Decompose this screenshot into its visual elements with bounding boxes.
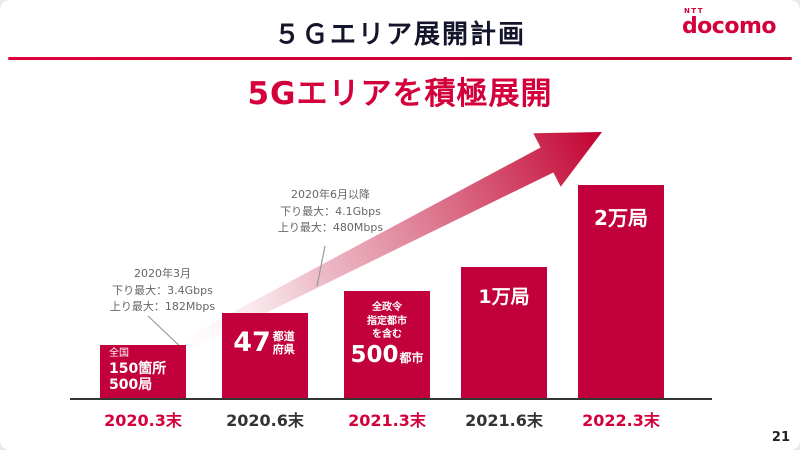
bar-label-number: 500	[350, 341, 399, 368]
logo-ntt-text: NTT	[683, 7, 705, 15]
annotation-pointer-june	[316, 245, 326, 287]
annotation-uplink: 上り最大：480Mbps	[277, 221, 384, 234]
bar-2022-3: 2万局	[578, 185, 664, 400]
bar-label: 全政令	[372, 302, 402, 313]
docomo-logo: NTT docomo	[681, 7, 777, 39]
title-divider	[8, 57, 792, 60]
page-title: ５Ｇエリア展開計画	[273, 20, 526, 50]
annotation-uplink: 上り最大：182Mbps	[109, 300, 216, 313]
bar-label-unit: 都市	[399, 350, 424, 365]
annotation-downlink: 下り最大：3.4Gbps	[112, 283, 213, 297]
logo-docomo-text: docomo	[681, 14, 777, 39]
bar-label: を含む	[372, 329, 402, 340]
bar-label-number: 47	[233, 327, 271, 358]
annotation-june-2020: 2020年6月以降 下り最大：4.1Gbps 上り最大：480Mbps	[248, 187, 413, 237]
bar-2021-6: 1万局	[461, 267, 547, 400]
x-tick-2020-3: 2020.3末	[104, 411, 182, 430]
page-number: 21	[771, 430, 790, 445]
x-tick-2022-3: 2022.3末	[582, 411, 660, 430]
bar-2021-3: 全政令 指定都市 を含む 500 都市	[344, 291, 430, 400]
x-tick-2021-6: 2021.6末	[465, 411, 543, 430]
x-tick-2021-3: 2021.3末	[348, 411, 426, 430]
bar-2020-6: 47 都道府県	[222, 313, 308, 400]
annotation-title: 2020年6月以降	[291, 188, 370, 201]
bar-label: 全国	[109, 348, 129, 359]
bar-label: 2万局	[594, 206, 648, 230]
bar-label: 150箇所	[109, 360, 167, 377]
bar-label: 500局	[109, 377, 153, 394]
bar-label: 1万局	[478, 286, 530, 308]
annotation-march-2020: 2020年3月 下り最大：3.4Gbps 上り最大：182Mbps	[80, 266, 245, 316]
x-axis-line	[70, 398, 712, 400]
x-tick-2020-6: 2020.6末	[226, 411, 304, 430]
bar-label-row: 500 都市	[350, 341, 424, 368]
annotation-title: 2020年3月	[134, 267, 191, 280]
bar-label-unit: 都道府県	[272, 330, 295, 356]
annotation-downlink: 下り最大：4.1Gbps	[280, 204, 381, 218]
chart-title: 5Gエリアを積極展開	[247, 76, 553, 112]
bar-label: 指定都市	[367, 315, 407, 327]
bar-2020-3: 全国 150箇所 500局	[100, 345, 186, 400]
